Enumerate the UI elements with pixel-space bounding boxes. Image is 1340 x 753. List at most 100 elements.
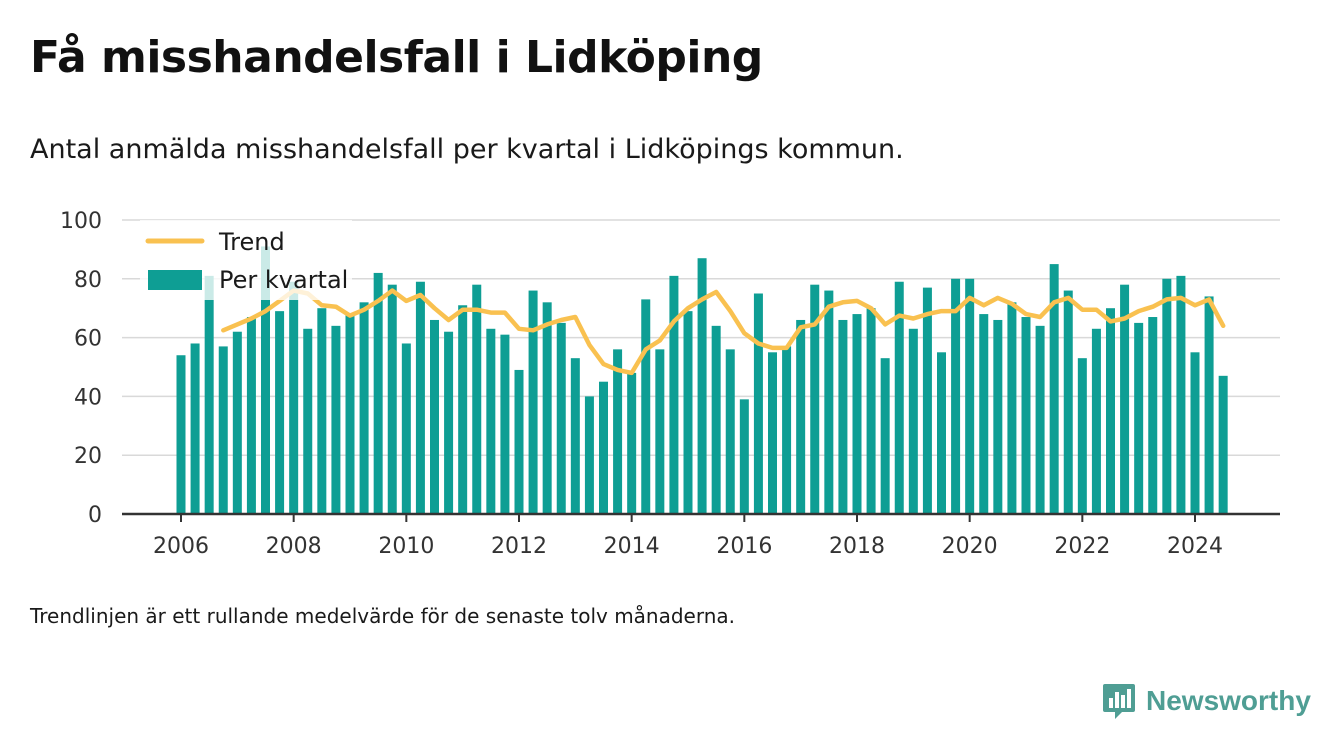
bar (739, 399, 749, 514)
bar (246, 317, 256, 514)
bar (331, 325, 341, 514)
bar (176, 355, 186, 514)
bar (303, 328, 313, 514)
y-tick-label: 40 (74, 385, 102, 410)
brand-logo: Newsworthy (1102, 682, 1311, 720)
x-tick-label: 2022 (1054, 534, 1110, 559)
bar (556, 322, 566, 514)
trend-series (221, 288, 1226, 376)
bar (472, 284, 482, 514)
bar (570, 358, 580, 514)
chart-title: Få misshandelsfall i Lidköping (30, 32, 763, 83)
bar (1007, 302, 1017, 514)
bar (514, 369, 524, 514)
bar (922, 287, 932, 514)
bar (641, 299, 651, 514)
bar (1035, 325, 1045, 514)
bar-series (176, 246, 1228, 514)
legend-bar-swatch (148, 270, 202, 290)
bar (669, 275, 679, 514)
bar (387, 284, 397, 514)
bar (415, 281, 425, 514)
x-tick-label: 2016 (716, 534, 772, 559)
y-tick-label: 60 (74, 327, 102, 352)
legend-bar-label: Per kvartal (219, 266, 348, 294)
y-tick-label: 20 (74, 444, 102, 469)
bar (584, 396, 594, 514)
bar (1204, 296, 1214, 514)
bar (908, 328, 918, 514)
bar (683, 311, 693, 514)
bar (486, 328, 496, 514)
bar (711, 325, 721, 514)
bar (430, 319, 439, 514)
x-tick-label: 2014 (604, 534, 660, 559)
bar (1063, 290, 1073, 514)
bar (275, 311, 285, 514)
bar (542, 302, 552, 514)
chart-subtitle: Antal anmälda misshandelsfall per kvarta… (30, 134, 904, 165)
bar (1120, 284, 1130, 514)
bar (655, 349, 665, 514)
bar (599, 381, 608, 514)
bar (289, 281, 299, 514)
bar (204, 275, 214, 514)
bar (317, 308, 327, 514)
brand-name: Newsworthy (1146, 685, 1311, 716)
bar (345, 314, 355, 514)
newsworthy-logo-icon (1103, 684, 1135, 719)
bar (810, 284, 820, 514)
bar (753, 293, 763, 514)
bar (965, 278, 975, 514)
bar (1134, 322, 1144, 514)
bar (894, 281, 904, 514)
footnote: Trendlinjen är ett rullande medelvärde f… (30, 604, 736, 628)
bar (1218, 375, 1228, 514)
bar (979, 314, 989, 514)
bar (838, 319, 848, 514)
bar (613, 349, 623, 514)
bar (1021, 317, 1031, 514)
bar (1176, 275, 1186, 514)
bar (951, 278, 961, 514)
bar (218, 346, 228, 514)
x-tick-label: 2010 (378, 534, 434, 559)
bar (993, 319, 1003, 514)
x-tick-label: 2020 (942, 534, 998, 559)
bar (697, 258, 707, 514)
bar (866, 308, 876, 514)
bar-line-chart: 0 20 40 60 80 100 2006 2008 2010 2012 2014 2016 201… (60, 209, 1280, 559)
y-tick-label: 80 (74, 268, 102, 293)
x-tick-label: 2012 (491, 534, 547, 559)
bar (1148, 317, 1158, 514)
bar (458, 305, 468, 514)
bar (1077, 358, 1087, 514)
legend-trend-label: Trend (218, 228, 285, 256)
bar (261, 246, 270, 514)
x-tick-label: 2006 (153, 534, 209, 559)
x-axis-ticks: 2006 2008 2010 2012 2014 2016 2018 2020 2022 2024 (153, 514, 1223, 559)
bar (824, 290, 834, 514)
y-tick-label: 100 (60, 209, 102, 234)
bar (1049, 264, 1059, 514)
legend: Trend Per kvartal (140, 220, 352, 300)
bar (373, 272, 383, 514)
y-axis-ticks: 0 20 40 60 80 100 (60, 209, 102, 528)
bar (880, 358, 890, 514)
bar (725, 349, 735, 514)
bar (796, 319, 806, 514)
bar (627, 372, 637, 514)
bar (500, 334, 510, 514)
x-tick-label: 2018 (829, 534, 885, 559)
bar (768, 352, 777, 514)
bar (359, 302, 369, 514)
bar (937, 352, 946, 514)
bar (444, 331, 454, 514)
bar (1091, 328, 1101, 514)
bar (232, 331, 242, 514)
x-tick-label: 2024 (1167, 534, 1223, 559)
bar (528, 290, 538, 514)
x-tick-label: 2008 (266, 534, 322, 559)
bar (852, 314, 862, 514)
y-tick-label: 0 (88, 503, 102, 528)
